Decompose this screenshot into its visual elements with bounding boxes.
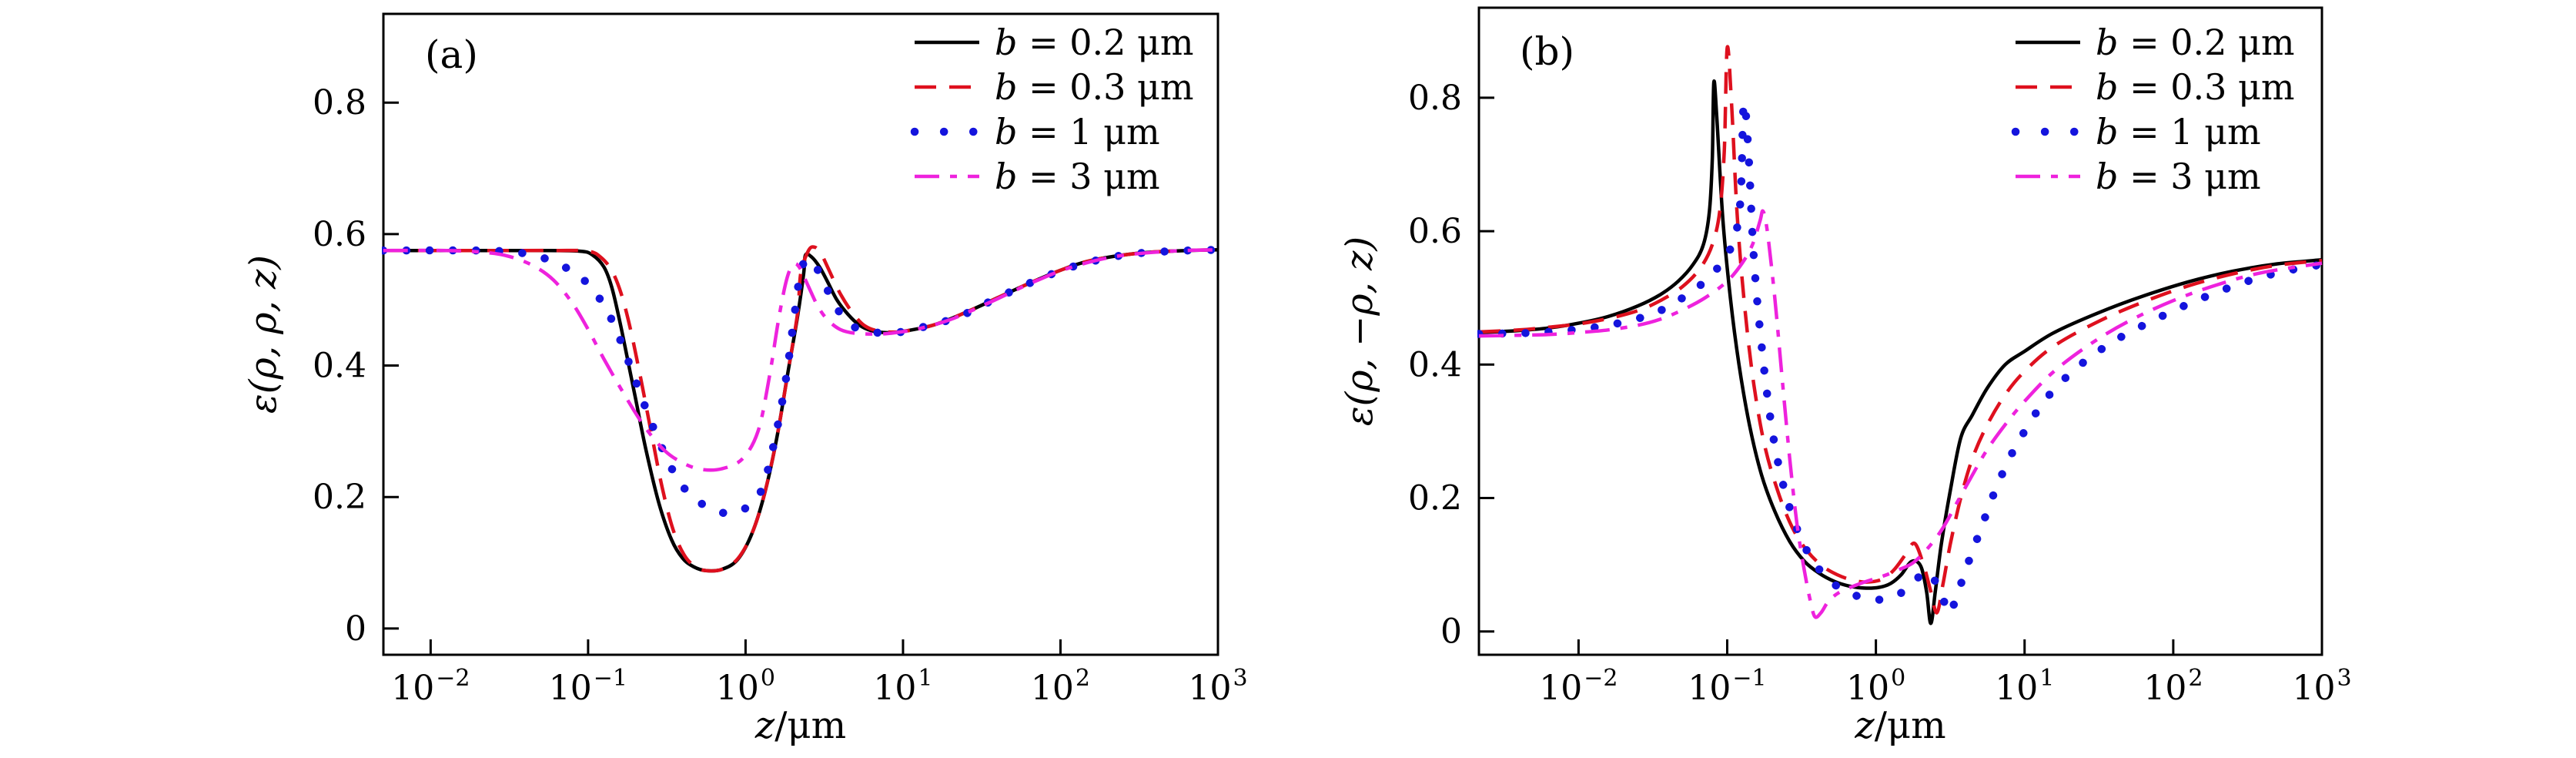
panel-b: 10−2 10−1 100 101 102 103 0 0.2 0.4 0.6 0.8 (b) ε(ρ,…: [1338, 6, 2352, 747]
curve-b-series-2: [1477, 98, 2323, 618]
y-axis-tick-label: 0: [1440, 612, 1462, 652]
legend-label: b = 3 μm: [995, 156, 1160, 197]
x-axis-tick-label: 10−1: [1688, 665, 1766, 708]
legend-item: b = 3 μm: [2016, 156, 2261, 197]
legend-label: b = 0.3 μm: [2096, 66, 2295, 108]
y-axis-tick-label: 0.8: [1408, 79, 1462, 118]
curve-b-series-0: [1478, 79, 2323, 626]
y-axis-tick-label: 0.4: [313, 347, 366, 386]
y-axis-tick-label: 0.6: [313, 215, 366, 254]
legend-item: b = 3 μm: [915, 156, 1160, 197]
legend-item: b = 1 μm: [2011, 111, 2261, 153]
y-axis-tick-label: 0: [345, 609, 366, 649]
curve-b-series-1: [1478, 45, 2323, 615]
y-axis-tick-label: 0.8: [313, 83, 366, 122]
panel-label: (b): [1520, 29, 1574, 74]
panel-label: (a): [425, 32, 478, 77]
x-axis-tick-label: 10−2: [391, 665, 470, 708]
y-axis-tick-label: 0.4: [1408, 345, 1462, 384]
x-axis-tick-label: 10−2: [1539, 665, 1618, 708]
y-axis-title: ε(ρ, ρ, z): [242, 255, 285, 414]
panel-a: 10−2 10−1 100 101 102 103 0 0.2 0.4 0.6 0.8 (a) ε(ρ,…: [242, 12, 1248, 747]
legend-item: b = 0.3 μm: [915, 66, 1194, 108]
legend-item: b = 1 μm: [910, 111, 1160, 153]
x-axis-tick-label: 101: [1995, 665, 2054, 708]
y-axis-tick-label: 0.6: [1408, 212, 1462, 251]
legend-label: b = 1 μm: [2096, 111, 2261, 153]
x-axis-tick-label: 103: [1188, 665, 1247, 708]
legend-label: b = 1 μm: [995, 111, 1160, 153]
x-axis-title: z/μm: [754, 704, 846, 747]
curve-a-series-0: [383, 248, 1219, 573]
legend-item: b = 0.2 μm: [2016, 22, 2295, 63]
curve-a-series-3: [383, 248, 1219, 472]
x-axis-tick-label: 100: [716, 665, 775, 708]
curve-a-series-2: [382, 246, 1219, 518]
x-axis-tick-label: 101: [873, 665, 932, 708]
legend-label: b = 0.2 μm: [995, 22, 1194, 63]
y-axis-tick-label: 0.2: [313, 478, 366, 517]
x-axis-tick-label: 100: [1846, 665, 1905, 708]
x-axis-tick-label: 10−1: [549, 665, 627, 708]
legend-item: b = 0.2 μm: [915, 22, 1194, 63]
legend-item: b = 0.3 μm: [2016, 66, 2295, 108]
x-axis-tick-label: 102: [1031, 665, 1090, 708]
legend-label: b = 0.3 μm: [995, 66, 1194, 108]
curve-b-series-3: [1479, 209, 2323, 619]
x-axis-title: z/μm: [1854, 704, 1945, 747]
plot-border: [382, 12, 1219, 656]
y-axis-title: ε(ρ, −ρ, z): [1338, 236, 1381, 426]
y-axis-tick-label: 0.2: [1408, 478, 1462, 518]
x-axis-tick-label: 102: [2143, 665, 2203, 708]
legend-label: b = 3 μm: [2096, 156, 2261, 197]
legend-label: b = 0.2 μm: [2096, 22, 2295, 63]
x-axis-tick-label: 103: [2292, 665, 2351, 708]
